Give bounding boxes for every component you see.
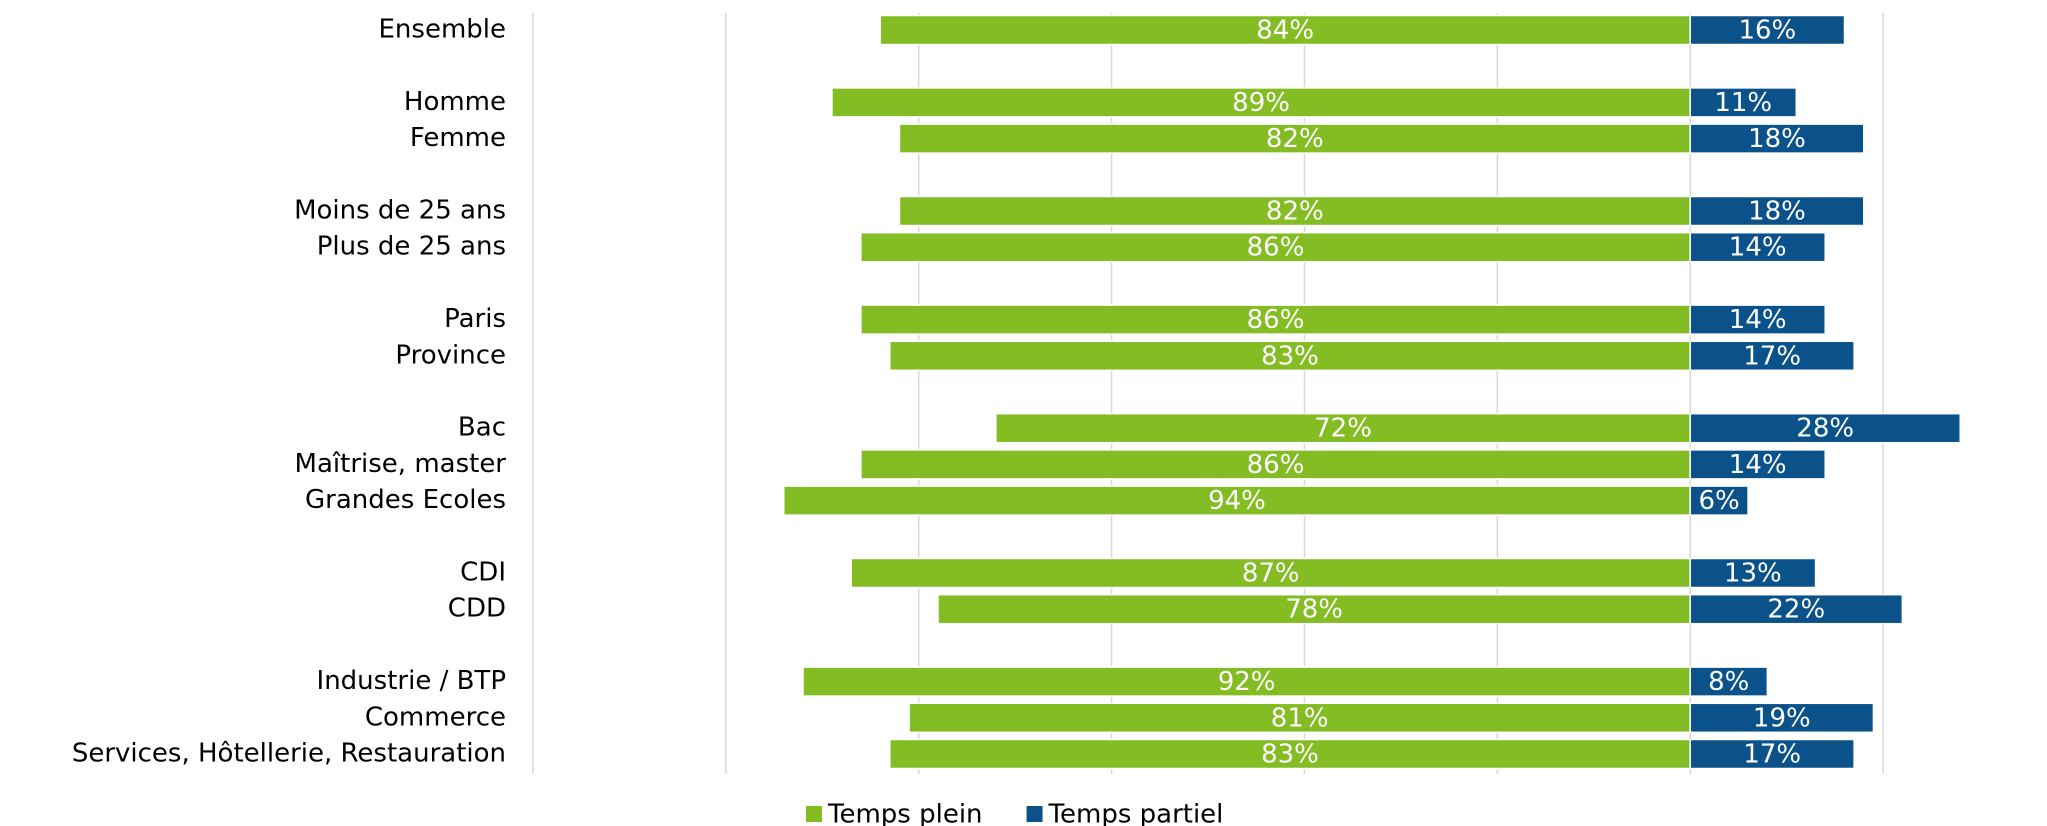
category-label: Moins de 25 ans [294,196,506,226]
data-label: 86% [1247,450,1305,480]
data-label: 94% [1208,486,1266,516]
category-label: Homme [404,87,506,117]
category-label: Femme [410,123,506,153]
bar [1689,412,1961,444]
data-label: 87% [1242,559,1300,589]
category-label: Bac [458,413,506,443]
category-label: Province [395,340,506,370]
data-label: 14% [1729,233,1787,263]
bar [1689,123,1865,154]
data-label: 17% [1743,341,1801,371]
data-label: 82% [1266,197,1324,227]
bar [1689,738,1855,770]
legend-swatch [806,806,822,822]
category-label: Plus de 25 ans [317,232,506,262]
data-label: 19% [1753,703,1811,733]
bar [1689,557,1817,589]
bar [802,666,1691,697]
bar [1689,14,1846,46]
bar [908,702,1691,734]
data-label: 16% [1738,16,1796,46]
bar [1689,666,1769,697]
data-label: 84% [1256,16,1314,46]
data-label: 81% [1271,703,1329,733]
category-label: Paris [444,304,506,334]
data-label: 82% [1266,124,1324,154]
data-label: 83% [1261,341,1319,371]
bar [1689,449,1826,480]
bar [860,304,1691,335]
category-label: Ensemble [379,15,507,45]
bar [782,485,1691,516]
bar [889,738,1691,770]
category-label: Commerce [365,702,506,732]
data-label: 8% [1708,667,1749,697]
category-label: Grandes Ecoles [305,485,506,515]
bar [1689,231,1826,263]
data-label: 14% [1729,305,1787,335]
category-label: Industrie / BTP [317,666,506,696]
legend-swatch [1026,806,1043,822]
bar [1689,340,1855,372]
data-label: 22% [1767,595,1825,625]
bar [898,195,1691,227]
bar [1689,195,1865,227]
bar [860,449,1691,480]
bar [1689,87,1798,118]
data-label: 78% [1285,595,1343,625]
bar [995,412,1691,444]
data-label: 14% [1729,450,1787,480]
category-label: CDI [460,558,506,588]
bar [879,14,1691,46]
category-label: CDD [448,594,506,624]
bar [937,593,1691,625]
bar [1689,593,1904,625]
data-label: 17% [1743,740,1801,770]
data-label: 92% [1218,667,1276,697]
data-label: 83% [1261,740,1319,770]
data-label: 86% [1247,305,1305,335]
category-label: Maîtrise, master [295,449,507,479]
bar [889,340,1691,372]
data-label: 86% [1247,233,1305,263]
data-label: 6% [1699,486,1740,516]
data-label: 11% [1714,88,1772,118]
data-label: 13% [1724,559,1782,589]
category-label: Services, Hôtellerie, Restauration [72,739,506,769]
data-label: 28% [1796,414,1854,444]
legend-label: Temps partiel [1048,800,1224,826]
bar [1689,702,1875,734]
data-label: 18% [1748,124,1806,154]
legend-label: Temps plein [827,800,983,826]
bar [1689,304,1826,335]
data-label: 18% [1748,197,1806,227]
data-label: 89% [1232,88,1290,118]
data-label: 72% [1314,414,1372,444]
bar [1689,485,1749,516]
bar [860,231,1691,263]
